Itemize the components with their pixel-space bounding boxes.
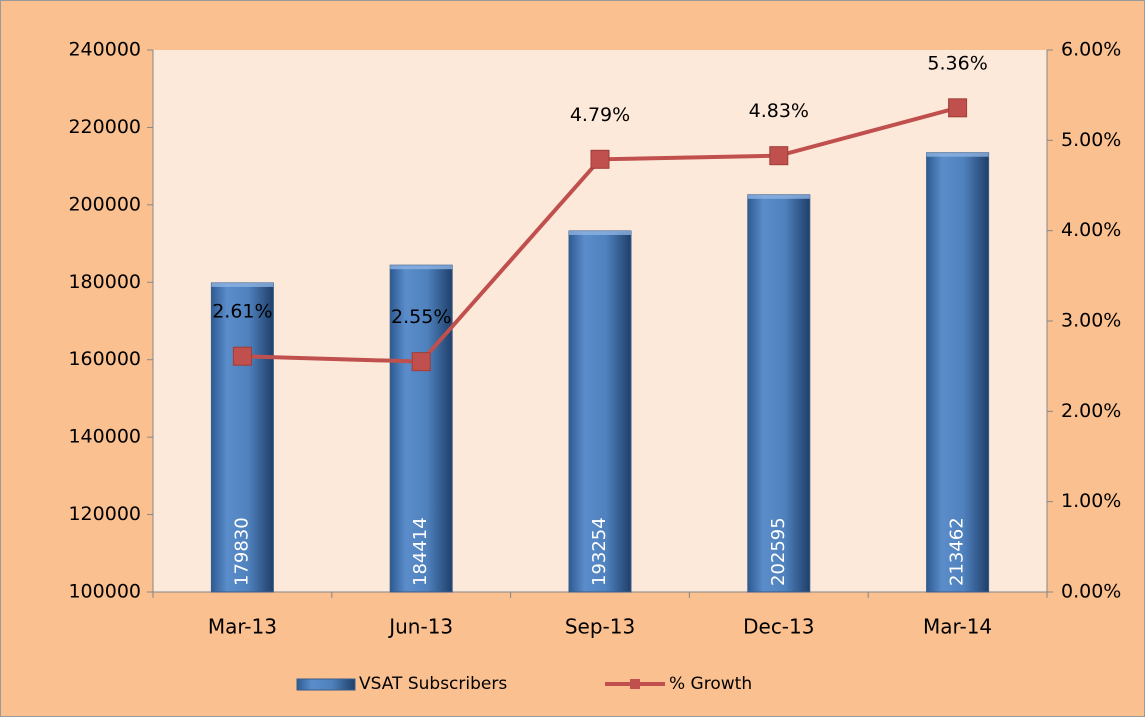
line-marker [769,146,789,166]
bar-value-label: 202595 [768,517,789,586]
line-marker [232,346,252,366]
line-marker [411,352,431,372]
bar-value-label: 184414 [410,517,431,586]
bar [568,230,632,593]
bar-value-label: 179830 [231,517,252,586]
bar-top [747,194,810,199]
line-value-label: 4.79% [570,104,630,126]
y2-tick-label: 3.00% [1061,310,1121,332]
line-marker [948,98,968,118]
bar [389,264,453,593]
y-tick-label: 240000 [68,39,141,61]
y-tick-label: 220000 [68,116,141,138]
legend-label: VSAT Subscribers [359,674,507,694]
bar [210,282,274,593]
y-tick-label: 200000 [68,193,141,215]
bar [747,194,811,593]
bar-top [390,265,453,270]
y2-tick-label: 2.00% [1061,400,1121,422]
y2-tick-label: 5.00% [1061,129,1121,151]
bar [926,152,990,593]
y2-tick-label: 6.00% [1061,39,1121,61]
x-tick-label: Mar-14 [923,615,992,639]
bar-top [211,282,274,287]
x-tick-label: Mar-13 [208,615,277,639]
y-tick-label: 160000 [68,348,141,370]
line-value-label: 2.61% [212,301,272,323]
y2-tick-label: 4.00% [1061,219,1121,241]
y2-tick-label: 0.00% [1061,581,1121,603]
y-tick-label: 180000 [68,271,141,293]
y-tick-label: 100000 [68,581,141,603]
line-value-label: 5.36% [927,52,987,74]
bar-value-label: 213462 [947,517,968,586]
legend-swatch [296,678,356,691]
y2-tick-label: 1.00% [1061,490,1121,512]
line-value-label: 2.55% [391,306,451,328]
line-value-label: 4.83% [749,100,809,122]
line-marker [590,149,610,169]
bar-value-label: 193254 [589,517,610,586]
bar-top [926,152,989,157]
bar-top [569,230,631,235]
y-tick-label: 120000 [68,503,141,525]
legend-label: % Growth [669,674,752,694]
x-tick-label: Dec-13 [743,615,814,639]
legend-marker [630,679,640,689]
x-tick-label: Jun-13 [387,615,453,639]
x-tick-label: Sep-13 [565,615,635,639]
y-tick-label: 140000 [68,426,141,448]
